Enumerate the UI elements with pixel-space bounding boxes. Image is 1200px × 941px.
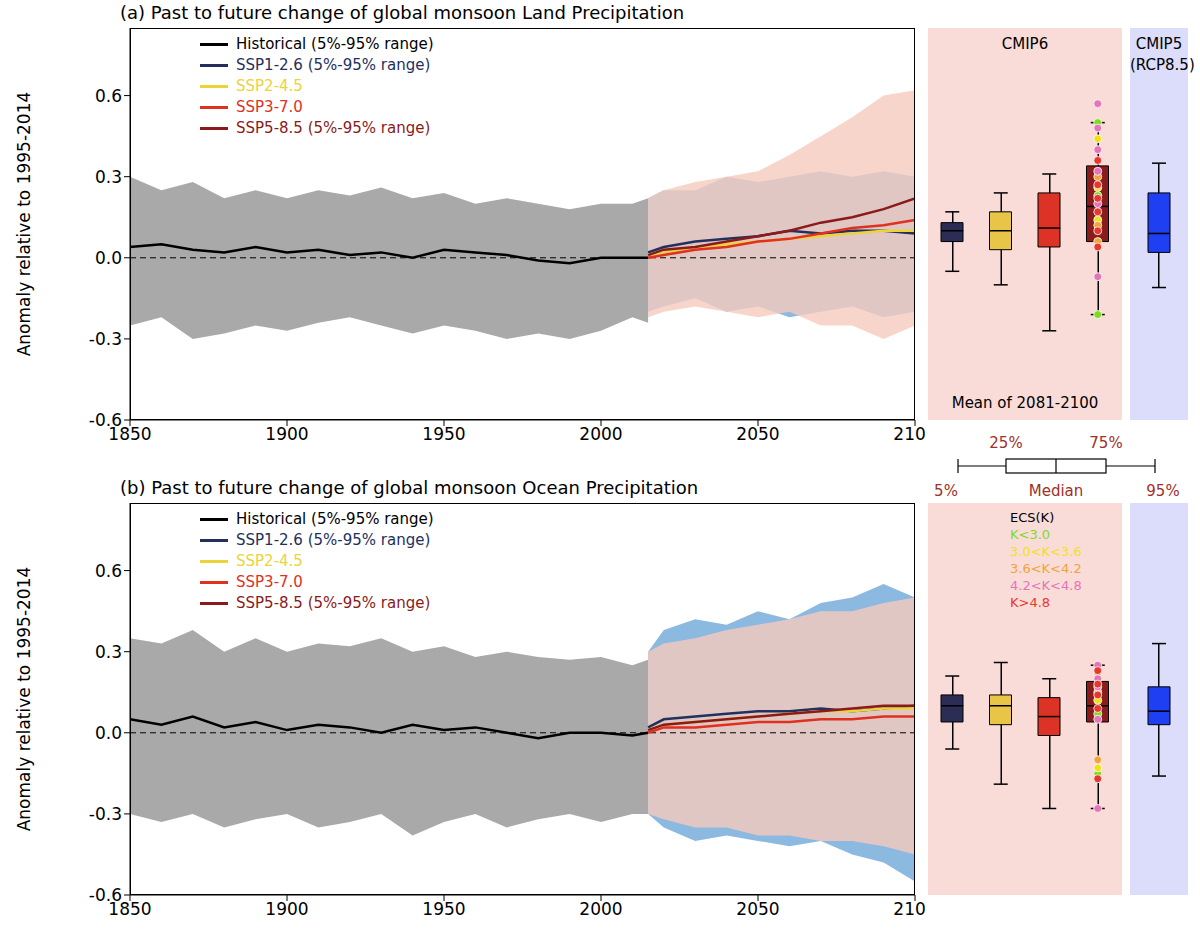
svg-text:0.0: 0.0	[95, 248, 122, 268]
html-text:3.6<K<4.2: 3.6<K<4.2	[1010, 561, 1082, 576]
svg-text:1900: 1900	[265, 899, 308, 919]
svg-text:0.6: 0.6	[95, 86, 122, 106]
html-text:4.2<K<4.8: 4.2<K<4.8	[1010, 578, 1082, 593]
svg-text:25%: 25%	[989, 434, 1022, 452]
html-text:(b) Past to future change of g: (b) Past to future change of global mons…	[120, 477, 699, 498]
svg-text:1850: 1850	[108, 424, 152, 445]
svg-text:-0.6: -0.6	[89, 885, 122, 905]
html-text:SSP5-8.5 (5%-95% range): SSP5-8.5 (5%-95% range)	[236, 594, 431, 612]
html-text:CMIP6: CMIP6	[1001, 35, 1049, 53]
svg-text:1900: 1900	[265, 424, 308, 444]
svg-text:0.0: 0.0	[95, 723, 122, 743]
html-text:Historical (5%-95% range): Historical (5%-95% range)	[236, 35, 434, 53]
svg-text:-0.3: -0.3	[89, 329, 122, 349]
svg-text:Median: Median	[1029, 482, 1084, 500]
svg-text:0.3: 0.3	[95, 167, 122, 187]
html-text:K>4.8: K>4.8	[1010, 595, 1051, 610]
html-text:SSP1-2.6 (5%-95% range): SSP1-2.6 (5%-95% range)	[236, 531, 431, 549]
html-text:SSP5-8.5 (5%-95% range): SSP5-8.5 (5%-95% range)	[236, 119, 431, 137]
svg-text:2100: 2100	[893, 899, 925, 919]
html-text:Historical (5%-95% range): Historical (5%-95% range)	[236, 510, 434, 528]
html-text:SSP3-7.0: SSP3-7.0	[236, 98, 303, 116]
svg-text:2050: 2050	[736, 424, 779, 444]
svg-text:1950: 1950	[422, 424, 465, 444]
html-text:Mean of 2081-2100: Mean of 2081-2100	[951, 394, 1099, 412]
html-text:Anomaly relative to 1995-2014: Anomaly relative to 1995-2014	[14, 566, 34, 832]
svg-text:-0.3: -0.3	[89, 804, 122, 824]
svg-text:2050: 2050	[736, 899, 779, 919]
html-text:SSP3-7.0: SSP3-7.0	[236, 573, 303, 591]
html-text:K<3.0: K<3.0	[1010, 527, 1051, 542]
html-text:Anomaly relative to 1995-2014: Anomaly relative to 1995-2014	[14, 91, 34, 357]
svg-text:0.6: 0.6	[95, 561, 122, 581]
svg-text:95%: 95%	[1146, 482, 1179, 500]
svg-text:1950: 1950	[422, 899, 465, 919]
html-text:SSP2-4.5: SSP2-4.5	[236, 552, 303, 570]
svg-text:2000: 2000	[579, 899, 622, 919]
html-text:(a) Past to future change of g: (a) Past to future change of global mons…	[120, 2, 685, 23]
html-text:ECS(K): ECS(K)	[1010, 510, 1055, 525]
svg-text:0.3: 0.3	[95, 642, 122, 662]
svg-text:-0.6: -0.6	[89, 410, 122, 430]
svg-text:2100: 2100	[893, 424, 925, 444]
svg-text:2000: 2000	[579, 424, 622, 444]
svg-text:5%: 5%	[934, 482, 958, 500]
html-text:SSP2-4.5: SSP2-4.5	[236, 77, 303, 95]
html-text:CMIP5: CMIP5	[1135, 35, 1183, 53]
html-text:3.0<K<3.6: 3.0<K<3.6	[1010, 544, 1082, 559]
html-text:(RCP8.5): (RCP8.5)	[1130, 56, 1195, 74]
svg-text:75%: 75%	[1089, 434, 1122, 452]
html-text:SSP1-2.6 (5%-95% range): SSP1-2.6 (5%-95% range)	[236, 56, 431, 74]
svg-text:1850: 1850	[108, 899, 152, 920]
